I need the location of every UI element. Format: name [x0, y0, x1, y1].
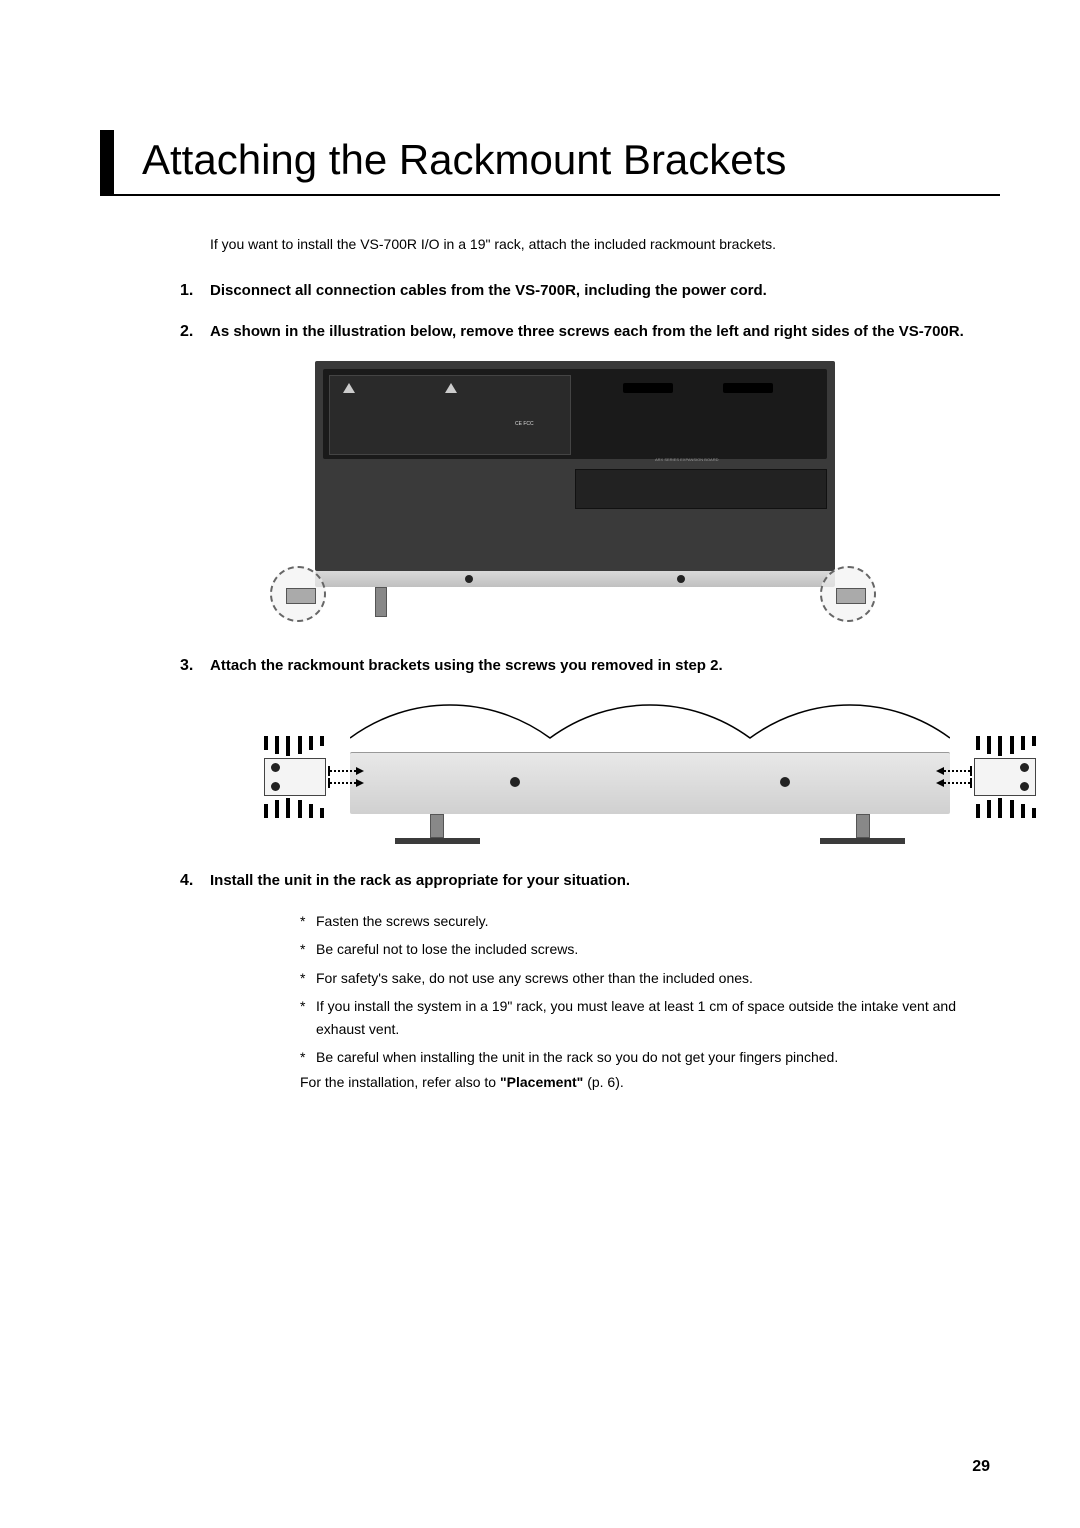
note-item: *Be careful when installing the unit in …: [300, 1046, 1000, 1068]
page-number: 29: [972, 1458, 990, 1476]
footnote-prefix: For the installation, refer also to: [300, 1074, 500, 1090]
step-number: 3.: [180, 657, 210, 675]
compliance-label: CE FCC: [515, 421, 534, 427]
note-text: Fasten the screws securely.: [316, 910, 488, 932]
note-text: Be careful when installing the unit in t…: [316, 1046, 838, 1068]
step-text: Attach the rackmount brackets using the …: [210, 655, 723, 678]
expansion-slot-icon: [575, 469, 827, 509]
instruction-steps: 1. Disconnect all connection cables from…: [180, 280, 1000, 1090]
rack-ear-right: [944, 738, 1036, 816]
step-number: 4.: [180, 872, 210, 890]
attach-arrow-icon: [328, 766, 364, 788]
device-front-illustration: [350, 726, 950, 816]
note-text: For safety's sake, do not use any screws…: [316, 967, 753, 989]
step-1: 1. Disconnect all connection cables from…: [180, 280, 1000, 303]
note-text: Be careful not to lose the included scre…: [316, 938, 578, 960]
footnote-link: "Placement": [500, 1074, 583, 1090]
device-base-illustration: [315, 571, 835, 587]
step-2: 2. As shown in the illustration below, r…: [180, 321, 1000, 344]
note-item: *If you install the system in a 19" rack…: [300, 995, 1000, 1040]
device-foot-icon: [856, 814, 870, 838]
bracket-callout-right: [820, 566, 880, 626]
step-text: As shown in the illustration below, remo…: [210, 321, 964, 344]
note-text: If you install the system in a 19" rack,…: [316, 995, 1000, 1040]
note-item: *For safety's sake, do not use any screw…: [300, 967, 1000, 989]
header-accent-bar: [100, 130, 114, 194]
attach-arrow-icon: [936, 766, 972, 788]
device-rear-illustration: CE FCC ARX SERIES EXPANSION BOARD: [315, 361, 835, 571]
warning-icon: [343, 383, 355, 393]
bracket-callout-left: [270, 566, 330, 626]
expansion-slot-label: ARX SERIES EXPANSION BOARD: [655, 457, 719, 462]
page-header: Attaching the Rackmount Brackets: [100, 130, 1000, 196]
figure-bracket-attach: [280, 696, 1000, 846]
step-number: 2.: [180, 323, 210, 341]
step-4: 4. Install the unit in the rack as appro…: [180, 870, 1000, 893]
note-list: *Fasten the screws securely. *Be careful…: [300, 910, 1000, 1090]
page-title: Attaching the Rackmount Brackets: [142, 130, 1000, 194]
intro-text: If you want to install the VS-700R I/O i…: [210, 236, 1000, 252]
device-foot-base-icon: [395, 838, 480, 844]
step-number: 1.: [180, 282, 210, 300]
warning-icon: [445, 383, 457, 393]
step-text: Install the unit in the rack as appropri…: [210, 870, 630, 893]
device-foot-icon: [430, 814, 444, 838]
footnote-suffix: (p. 6).: [583, 1074, 623, 1090]
manual-page: Attaching the Rackmount Brackets If you …: [0, 0, 1080, 1528]
connector-icon: [723, 383, 773, 393]
device-foot-icon: [375, 587, 387, 617]
note-item: *Be careful not to lose the included scr…: [300, 938, 1000, 960]
device-foot-base-icon: [820, 838, 905, 844]
footnote: For the installation, refer also to "Pla…: [300, 1074, 1000, 1090]
rack-ear-left: [264, 738, 356, 816]
note-item: *Fasten the screws securely.: [300, 910, 1000, 932]
connector-icon: [623, 383, 673, 393]
step-text: Disconnect all connection cables from th…: [210, 280, 767, 303]
figure-rear-panel: CE FCC ARX SERIES EXPANSION BOARD: [280, 361, 1000, 631]
step-3: 3. Attach the rackmount brackets using t…: [180, 655, 1000, 678]
